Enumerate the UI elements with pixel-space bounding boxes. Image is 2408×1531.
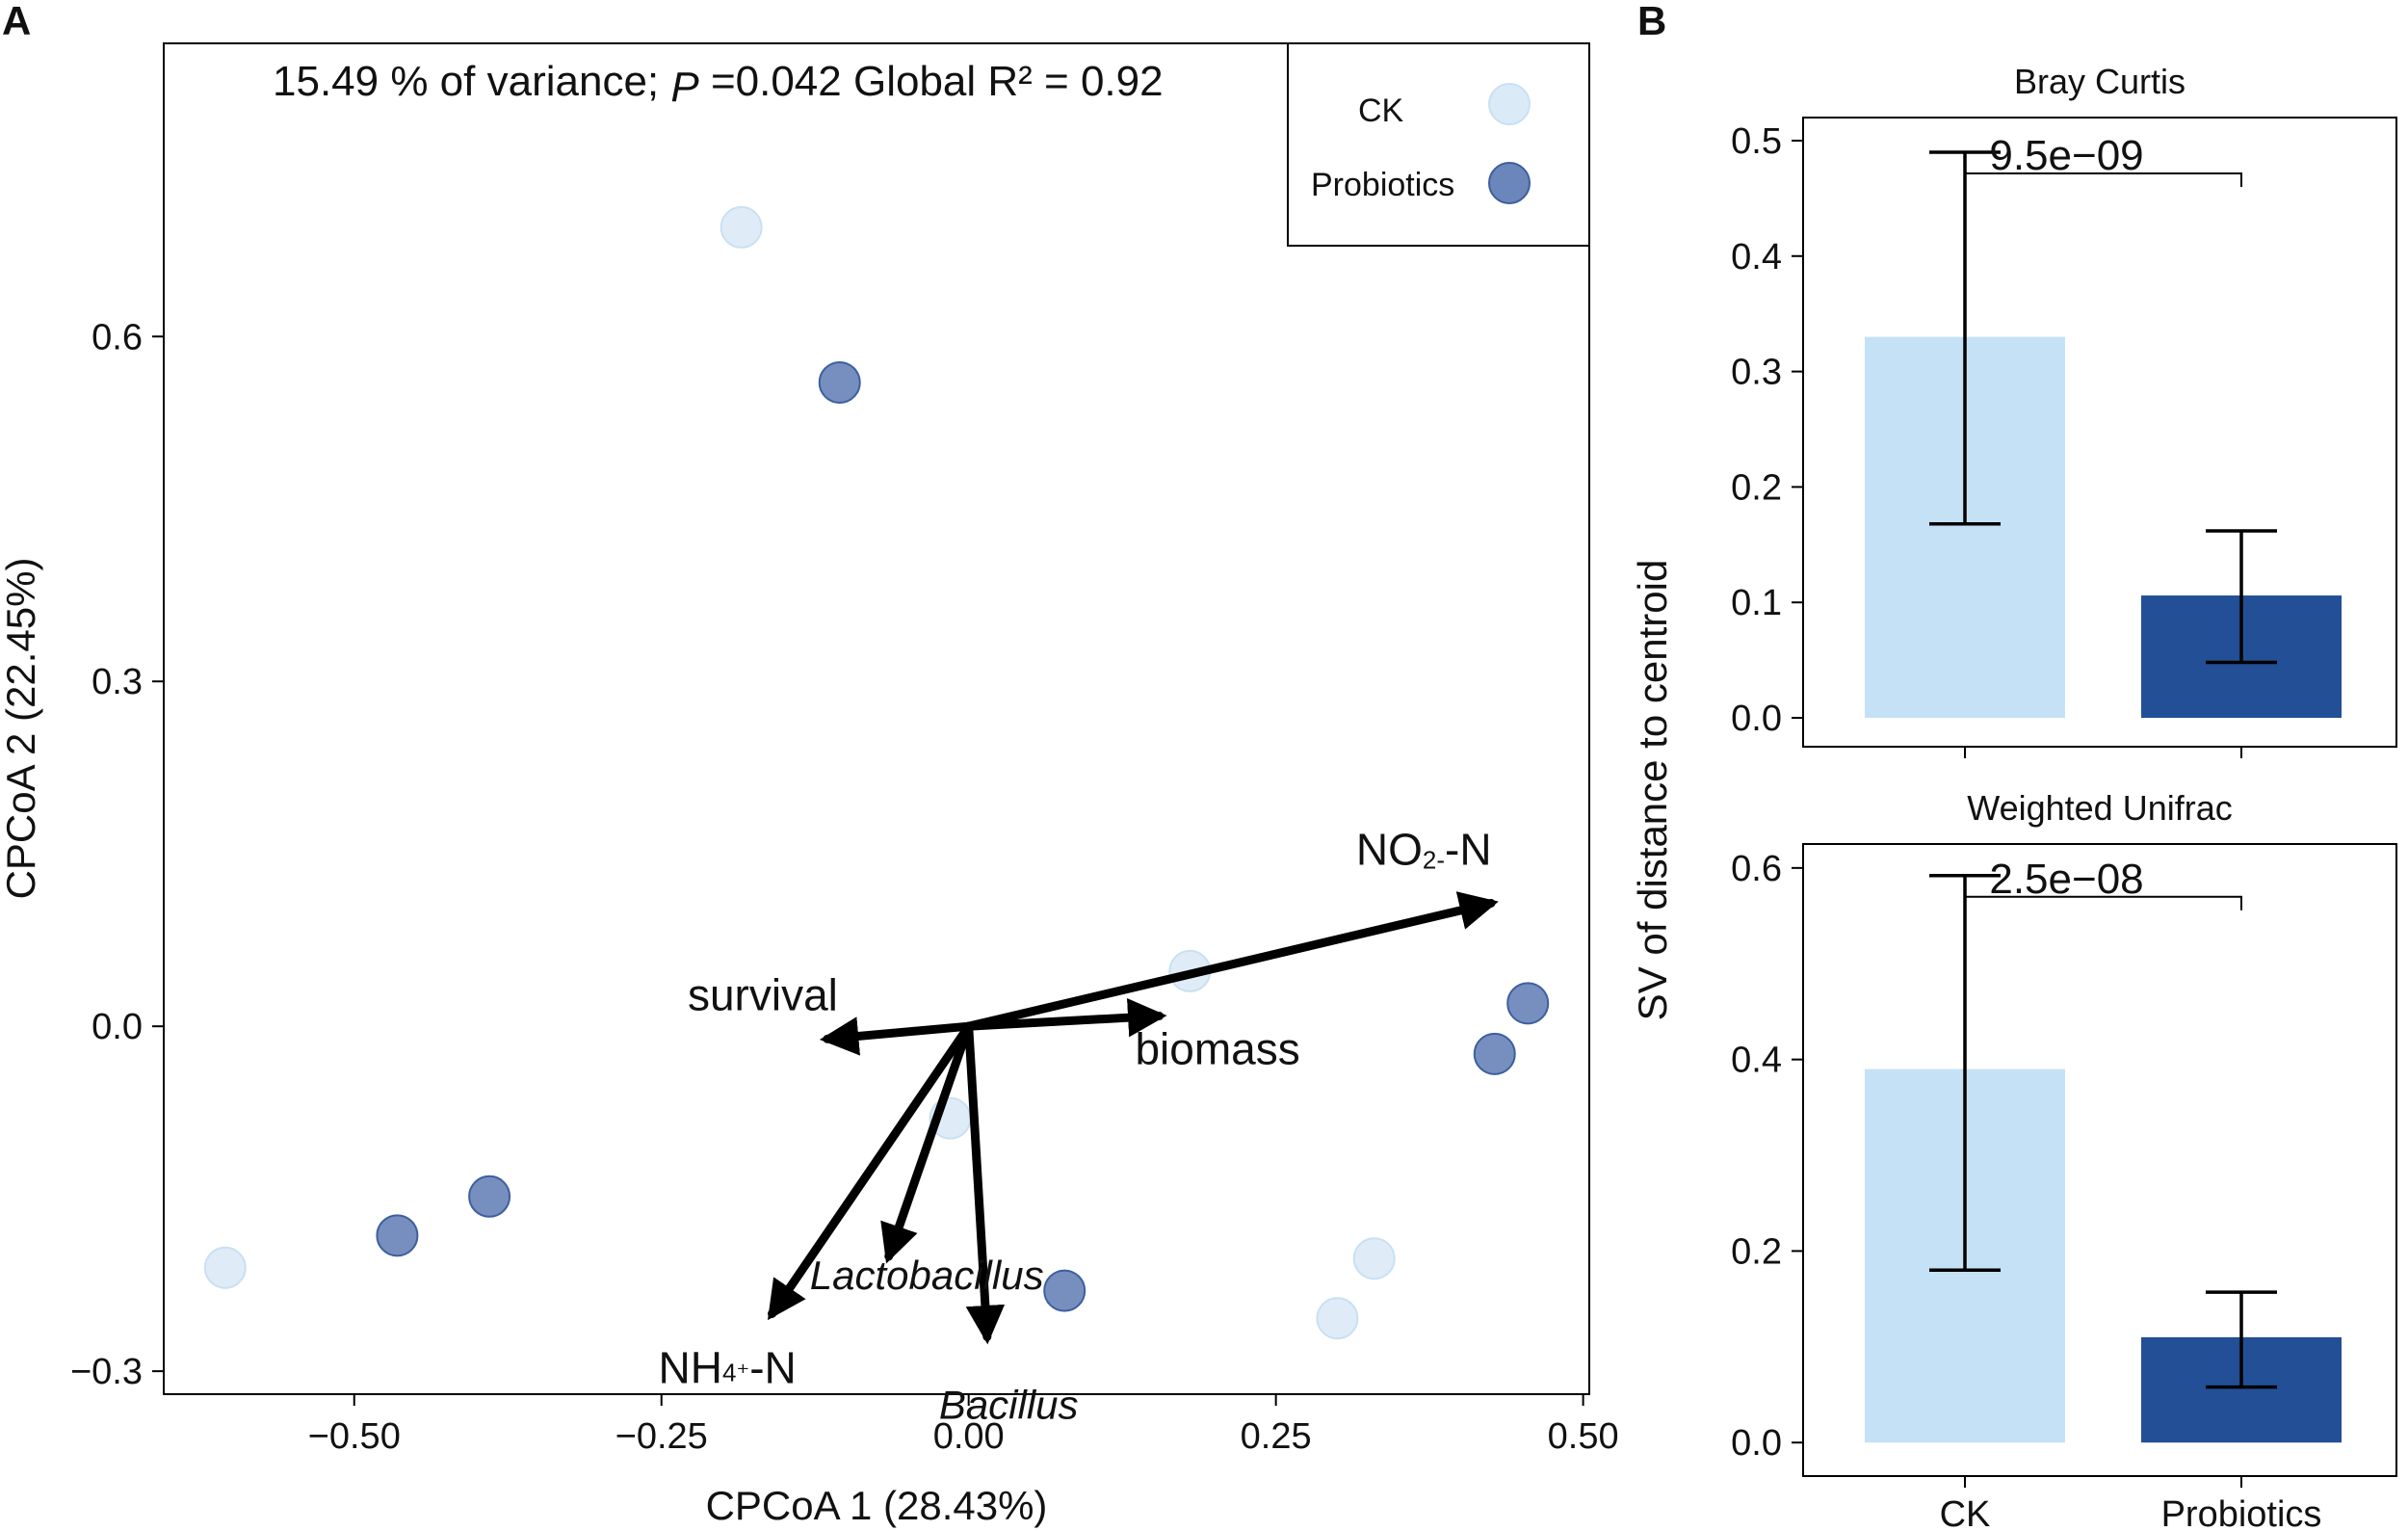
- scatter-y-ticks: −0.3 0.0 0.3 0.6: [70, 317, 164, 1392]
- point-probiotics: [1506, 982, 1550, 1025]
- scatter-plot-frame: [163, 42, 1590, 1395]
- legend-box: [1287, 42, 1590, 247]
- y-tick-label: 0.3: [1731, 353, 1782, 393]
- arrow-biomass: [964, 997, 1167, 1038]
- scatter-x-ticks: −0.50 −0.25 0.00 0.25 0.50: [308, 1394, 1619, 1457]
- point-ck: [1352, 1237, 1396, 1280]
- x-tick-label: −0.25: [615, 1416, 708, 1457]
- bar-y-axis-title: SV of distance to centroid: [1630, 560, 1675, 1021]
- legend-marker-probiotics: [1488, 162, 1531, 204]
- legend-label-probiotics: Probiotics: [1311, 167, 1454, 203]
- point-probiotics: [818, 360, 861, 404]
- point-probiotics: [1043, 1269, 1086, 1312]
- y-tick-label: 0.2: [1731, 1231, 1782, 1272]
- scatter-legend: CK Probiotics: [1287, 42, 1590, 247]
- point-ck: [720, 205, 763, 249]
- significance-bracket: [1964, 151, 2242, 187]
- point-probiotics: [376, 1214, 419, 1257]
- facet-title: Bray Curtis: [2014, 62, 2186, 101]
- y-tick-label: 0.6: [92, 317, 143, 357]
- facet-weighted-unifrac: Weighted Unifrac 0.0 0.2 0.4 0.6 CK Probiotics…: [1731, 788, 2397, 1531]
- y-tick-label: 0.3: [92, 662, 143, 702]
- facet-title: Weighted Unifrac: [1967, 788, 2232, 828]
- y-tick-label: 0.4: [1731, 237, 1782, 277]
- point-probiotics: [1473, 1032, 1516, 1075]
- panel-b-letter: B: [1637, 0, 1666, 43]
- significance-label: 2.5e−08: [1989, 856, 2143, 903]
- facet-frame: [1802, 843, 2397, 1477]
- facet-frame: [1802, 117, 2397, 748]
- y-tick-label: 0.0: [1731, 699, 1782, 739]
- y-tick-label: −0.3: [70, 1352, 143, 1392]
- y-tick-label: 0.1: [1731, 583, 1782, 623]
- point-ck: [203, 1246, 247, 1289]
- variance-annotation: 15.49 % of variance; P =0.042 Global R² …: [273, 58, 1164, 111]
- scatter-y-axis-title: CPCoA 2 (22.45%): [0, 558, 43, 900]
- arrow-label-bacillus: Bacillus: [939, 1382, 1079, 1427]
- y-tick-label: 0.2: [1731, 467, 1782, 508]
- scatter-points: [203, 205, 1550, 1340]
- arrow-label-no: NO2--N: [1356, 825, 1492, 875]
- x-tick-label: 0.50: [1548, 1416, 1619, 1457]
- panel-a-letter: A: [2, 0, 31, 43]
- y-tick-label: 0.5: [1731, 121, 1782, 162]
- scatter-x-axis-title: CPCoA 1 (28.43%): [706, 1483, 1048, 1528]
- env-arrows: [767, 891, 1499, 1345]
- x-tick-label: 0.25: [1241, 1416, 1312, 1457]
- point-ck: [1316, 1297, 1359, 1340]
- arrow-survival: [819, 1016, 974, 1056]
- arrow-bacillus: [964, 1021, 1006, 1345]
- arrow-label-biomass: biomass: [1135, 1023, 1299, 1073]
- arrow-nh: [767, 1021, 974, 1321]
- cpcoa-scatter-panel: −0.50 −0.25 0.00 0.25 0.50 −0.3 0.0 0.3 0.6 NO2…: [0, 42, 1619, 1528]
- point-probiotics: [468, 1175, 511, 1218]
- env-arrow-labels: NO2--N survival biomass NH4⁺-N Lactobacillus…: [659, 825, 1492, 1428]
- facet-bray-curtis: Bray Curtis 0.0 0.1 0.2 0.3 0.4 0.5 9.5e−09: [1731, 62, 2397, 758]
- arrow-no: [964, 891, 1499, 1031]
- y-tick-label: 0.0: [1731, 1423, 1782, 1464]
- y-tick-label: 0.6: [1731, 849, 1782, 889]
- dispersion-bar-panel: SV of distance to centroid Bray Curtis 0.…: [1630, 62, 2397, 1531]
- x-tick-label-ck: CK: [1940, 1494, 1991, 1531]
- significance-label: 9.5e−09: [1989, 132, 2143, 179]
- arrow-label-survival: survival: [688, 969, 838, 1019]
- x-tick-label: −0.50: [308, 1416, 401, 1457]
- x-tick-label-probiotics: Probiotics: [2161, 1494, 2322, 1531]
- legend-label-ck: CK: [1358, 92, 1404, 129]
- legend-marker-ck: [1488, 83, 1531, 125]
- arrow-label-lactobacillus: Lactobacillus: [810, 1253, 1044, 1298]
- arrow-label-nh: NH4⁺-N: [659, 1342, 797, 1392]
- y-tick-label: 0.4: [1731, 1041, 1782, 1081]
- significance-bracket: [1964, 875, 2242, 911]
- x-tick-label: 0.00: [933, 1416, 1005, 1457]
- y-tick-label: 0.0: [92, 1007, 143, 1047]
- arrow-lactobacillus: [880, 1021, 974, 1264]
